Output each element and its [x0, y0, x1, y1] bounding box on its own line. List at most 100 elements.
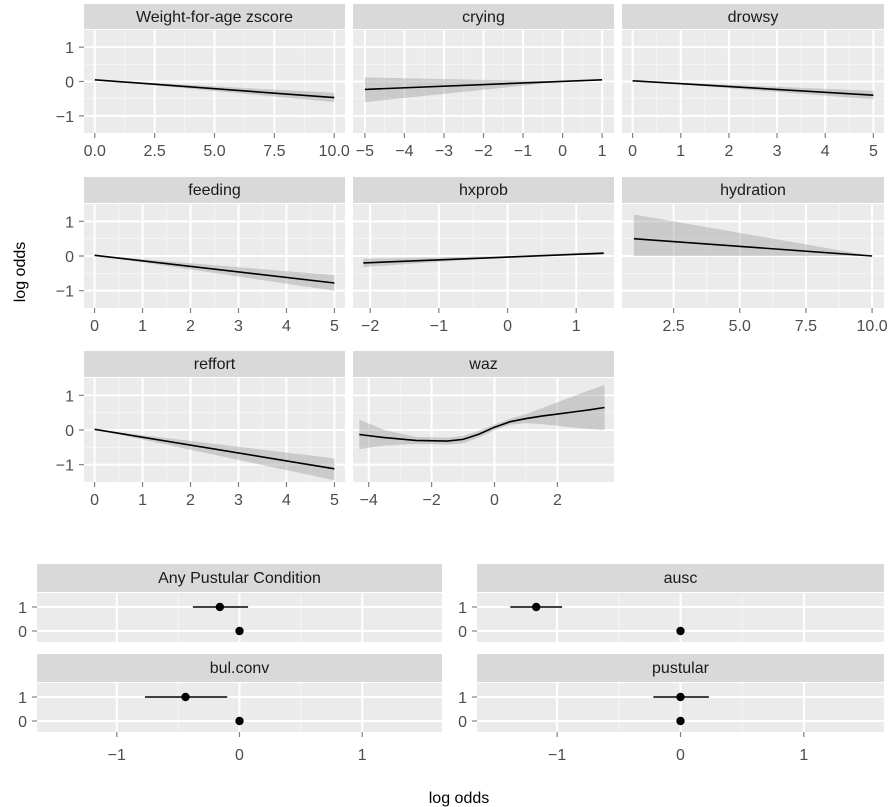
- x-tick-label: 0: [503, 318, 512, 335]
- confidence-band: [94, 429, 335, 481]
- x-tick-label: 3: [234, 492, 243, 509]
- fit-line: [94, 254, 335, 284]
- y-tick-label: 0: [65, 423, 74, 440]
- x-tick-label: 0.0: [84, 143, 106, 160]
- x-tick-label: 5.0: [729, 318, 751, 335]
- x-tick-label: −2: [422, 492, 440, 509]
- point-estimate: [676, 626, 685, 636]
- x-tick-label: 5: [330, 318, 339, 335]
- x-tick-label: 2: [186, 492, 195, 509]
- y-tick-label: 1: [65, 214, 74, 231]
- panel-feeding: feeding 0 1 2 3 4 5 −1 0 1: [56, 177, 345, 335]
- x-tick-label: 1: [676, 143, 685, 160]
- confidence-band: [633, 214, 873, 256]
- strip-background: [477, 654, 884, 682]
- strip-label: reffort: [194, 356, 236, 373]
- x-tick-label: 1: [572, 318, 581, 335]
- y-tick-label: 0: [18, 624, 27, 641]
- strip-label: hydration: [720, 182, 786, 199]
- categorical-effects-grid: Any Pustular Condition 1 0 ausc 1 0 bul.conv 1 0…: [18, 564, 884, 764]
- y-tick-label: 1: [458, 690, 467, 707]
- panel-hxprob: hxprob −2 −1 0 1: [353, 177, 614, 335]
- strip-background: [353, 177, 614, 203]
- x-tick-label: 4: [282, 492, 291, 509]
- fit-line: [364, 79, 603, 91]
- x-axis-label: log odds: [429, 790, 490, 807]
- x-tick-label: 0: [235, 747, 244, 764]
- x-tick-label: −3: [435, 143, 453, 160]
- y-tick-label: 0: [18, 714, 27, 731]
- x-tick-label: 4: [821, 143, 830, 160]
- x-tick-label: 5: [869, 143, 878, 160]
- y-tick-label: 1: [65, 388, 74, 405]
- x-tick-label: −1: [548, 747, 566, 764]
- confidence-band: [359, 384, 605, 450]
- point-estimate: [215, 602, 225, 612]
- strip-background: [37, 564, 442, 592]
- strip-label: waz: [468, 356, 497, 373]
- strip-background: [622, 4, 884, 29]
- x-tick-label: −2: [474, 143, 492, 160]
- x-tick-label: 4: [282, 318, 291, 335]
- confidence-band: [632, 80, 874, 100]
- strip-background: [622, 177, 884, 203]
- x-tick-label: 5.0: [203, 143, 225, 160]
- x-tick-label: 10.0: [319, 143, 350, 160]
- point-estimate: [181, 692, 190, 702]
- strip-background: [477, 564, 884, 592]
- panel-ausc: ausc 1 0: [458, 564, 884, 642]
- strip-label: drowsy: [728, 9, 779, 26]
- fit-line: [633, 237, 873, 257]
- strip-background: [84, 4, 345, 29]
- fit-line: [94, 428, 335, 470]
- strip-label: Weight-for-age zscore: [136, 9, 293, 26]
- x-tick-label: −4: [395, 143, 413, 160]
- confidence-band: [94, 79, 335, 103]
- y-tick-label: 1: [65, 40, 74, 57]
- panel-weight-for-age-zscore: Weight-for-age zscore 0.0 2.5 5.0 7.5 10.0 −1 0…: [56, 4, 350, 160]
- y-tick-label: 0: [65, 249, 74, 266]
- y-tick-label: 1: [18, 690, 27, 707]
- smooth-effects-grid: Weight-for-age zscore 0.0 2.5 5.0 7.5 10.0 −1 0…: [56, 4, 888, 509]
- confidence-band: [94, 255, 335, 291]
- confidence-band: [364, 77, 603, 103]
- strip-label: pustular: [652, 660, 710, 677]
- x-tick-label: 0: [628, 143, 637, 160]
- panel-waz: waz −4 −2 0 2: [353, 351, 614, 509]
- x-tick-label: 2: [553, 492, 562, 509]
- x-tick-label: −1: [430, 318, 448, 335]
- x-tick-label: −2: [361, 318, 379, 335]
- point-estimate: [676, 716, 685, 726]
- y-tick-label: 0: [458, 714, 467, 731]
- x-tick-label: 10.0: [857, 318, 888, 335]
- strip-label: feeding: [188, 182, 241, 199]
- y-tick-label: 1: [458, 600, 467, 617]
- x-tick-label: 2.5: [662, 318, 684, 335]
- y-tick-label: 0: [458, 624, 467, 641]
- x-tick-label: 0: [490, 492, 499, 509]
- x-tick-label: −4: [360, 492, 378, 509]
- x-tick-label: 0: [90, 318, 99, 335]
- x-tick-label: 1: [358, 747, 367, 764]
- strip-background: [353, 4, 614, 29]
- y-tick-label: 1: [18, 600, 27, 617]
- strip-background: [84, 177, 345, 203]
- y-tick-label: −1: [56, 284, 74, 301]
- point-estimate: [676, 692, 685, 702]
- x-tick-label: 7.5: [795, 318, 817, 335]
- y-tick-label: −1: [56, 458, 74, 475]
- strip-background: [84, 351, 345, 377]
- strip-label: hxprob: [459, 182, 508, 199]
- x-tick-label: 2: [724, 143, 733, 160]
- x-tick-label: −1: [514, 143, 532, 160]
- point-estimate: [532, 602, 541, 612]
- fit-line: [359, 406, 605, 442]
- panel-any-pustular-condition: Any Pustular Condition 1 0: [18, 564, 442, 642]
- x-tick-label: 1: [138, 318, 147, 335]
- x-tick-label: 1: [598, 143, 607, 160]
- x-tick-label: 7.5: [263, 143, 285, 160]
- x-tick-label: 1: [138, 492, 147, 509]
- x-tick-label: 3: [234, 318, 243, 335]
- x-tick-label: 0: [90, 492, 99, 509]
